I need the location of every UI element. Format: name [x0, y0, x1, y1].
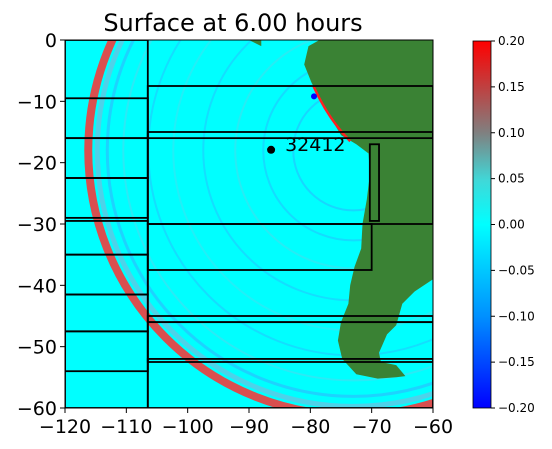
y-axis-ticks: 0 −10 −20 −30 −40 −50 −60	[17, 30, 65, 420]
grid-patch	[368, 143, 380, 222]
wave-front	[105, 40, 433, 398]
chart-title: Surface at 6.00 hours	[103, 9, 362, 37]
x-tick-label: −100	[162, 416, 214, 438]
coastal-blue-spot	[311, 93, 318, 100]
y-tick-label: −50	[17, 337, 57, 359]
colorbar-tick-label: 0.00	[498, 218, 525, 232]
wave-front	[234, 40, 433, 270]
colorbar-tick-label: −0.20	[498, 401, 535, 415]
colorbar-tick-label: 0.10	[498, 126, 525, 140]
grid-patch	[146, 321, 433, 363]
colorbar-tick-label: 0.05	[498, 172, 525, 186]
colorbar-ticks: 0.20 0.15 0.10 0.05 0.00 −0.05 −0.10 −0.15 −0.20	[491, 34, 535, 415]
land-mass	[249, 40, 433, 379]
wave-front	[122, 40, 433, 382]
x-tick-label: −120	[39, 416, 91, 438]
plot-area	[65, 40, 433, 408]
y-tick-label: −40	[17, 275, 57, 297]
station-marker: 32412	[267, 134, 346, 156]
central-america-land	[249, 40, 262, 47]
x-axis-ticks: −120 −110 −100 −90 −80 −70 −60	[39, 408, 453, 438]
grid-patch-outlines	[65, 40, 433, 408]
x-tick-label: −60	[413, 416, 453, 438]
x-tick-label: −80	[290, 416, 330, 438]
station-dot	[267, 145, 276, 154]
x-tick-label: −110	[100, 416, 152, 438]
x-tick-label: −90	[229, 416, 269, 438]
station-label: 32412	[285, 134, 345, 156]
colorbar-tick-label: 0.15	[498, 80, 525, 94]
colorbar-tick-label: 0.20	[498, 34, 525, 48]
y-tick-label: −10	[17, 91, 57, 113]
coastal-red-wave	[312, 85, 352, 143]
y-tick-label: 0	[45, 30, 57, 52]
colorbar-tick-label: −0.10	[498, 309, 535, 323]
y-tick-label: −30	[17, 214, 57, 236]
colorbar-tick-label: −0.05	[498, 263, 535, 277]
colorbar-tick-label: −0.15	[498, 355, 535, 369]
colorbar-gradient	[473, 41, 491, 408]
y-tick-label: −60	[17, 398, 57, 420]
colorbar: 0.20 0.15 0.10 0.05 0.00 −0.05 −0.10 −0.15 −0.20	[472, 34, 535, 415]
grid-patch	[146, 223, 373, 271]
wave-front	[84, 40, 433, 408]
wave-front	[94, 40, 433, 408]
x-tick-label: −70	[352, 416, 392, 438]
grid-patch	[146, 85, 433, 140]
y-tick-label: −20	[17, 153, 57, 175]
